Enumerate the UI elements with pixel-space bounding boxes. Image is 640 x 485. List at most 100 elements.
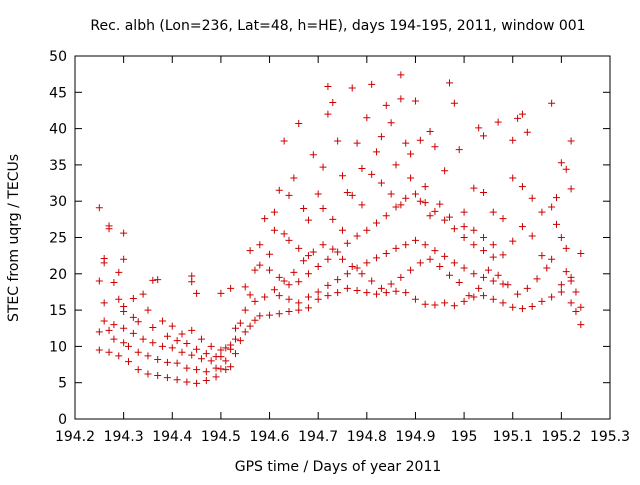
x-tick-label: 194.7: [298, 429, 338, 445]
x-tick-label: 194.4: [152, 429, 192, 445]
data-point: [382, 289, 390, 297]
x-axis-title: GPS time / Days of year 2011: [235, 459, 442, 475]
data-point: [353, 139, 361, 147]
data-point: [557, 159, 565, 167]
x-tick-label: 194.3: [104, 429, 144, 445]
data-point: [120, 255, 128, 263]
data-point: [343, 188, 351, 196]
data-point: [266, 311, 274, 319]
data-point: [577, 249, 585, 257]
data-point: [392, 203, 400, 211]
x-tick-label: 195: [451, 429, 478, 445]
data-point: [256, 312, 264, 320]
data-point: [421, 300, 429, 308]
data-point: [314, 263, 322, 271]
data-point: [548, 255, 556, 263]
data-point: [523, 284, 531, 292]
data-point: [285, 236, 293, 244]
data-point: [489, 277, 497, 285]
data-point: [392, 161, 400, 169]
data-point: [232, 335, 239, 343]
data-point: [285, 295, 293, 303]
data-point: [314, 190, 322, 198]
data-point: [377, 179, 385, 187]
data-point: [270, 208, 278, 216]
y-tick-label: 5: [58, 376, 67, 392]
data-point: [450, 302, 458, 310]
data-point: [377, 133, 385, 141]
data-point: [363, 226, 371, 234]
data-point: [348, 84, 356, 92]
data-point: [339, 172, 346, 180]
data-point: [538, 297, 546, 305]
data-point: [270, 286, 278, 294]
data-point: [144, 352, 152, 360]
data-point: [363, 289, 371, 297]
data-point: [324, 281, 332, 289]
data-point: [377, 284, 385, 292]
data-point: [402, 241, 410, 249]
data-point: [450, 225, 458, 233]
data-point: [548, 99, 556, 107]
data-point: [232, 350, 239, 358]
data-point: [178, 330, 186, 338]
plot-frame: [74, 55, 611, 420]
data-point: [129, 329, 137, 337]
data-point: [411, 236, 419, 244]
data-point: [285, 308, 293, 316]
data-point: [314, 295, 322, 303]
data-point: [446, 213, 453, 221]
data-point: [353, 264, 361, 272]
data-point: [572, 288, 580, 296]
data-point: [275, 310, 283, 318]
data-point: [105, 348, 113, 356]
data-point: [173, 376, 181, 384]
data-point: [125, 358, 132, 366]
data-point: [173, 359, 181, 367]
data-point: [339, 255, 346, 263]
data-point: [411, 190, 419, 198]
data-point: [397, 95, 405, 103]
data-point: [202, 350, 210, 358]
data-point: [319, 241, 327, 249]
data-point: [329, 215, 337, 223]
data-point: [411, 295, 419, 303]
data-point: [421, 183, 429, 191]
data-point: [353, 286, 361, 294]
x-tick-label: 195.3: [590, 429, 630, 445]
y-tick-label: 25: [49, 231, 67, 247]
data-point: [533, 275, 541, 283]
data-point: [358, 201, 366, 209]
data-point: [489, 208, 497, 216]
data-point: [402, 194, 410, 202]
data-point: [300, 257, 308, 265]
data-point: [489, 295, 497, 303]
data-point: [110, 335, 118, 343]
y-tick-label: 20: [49, 267, 67, 283]
data-point: [460, 234, 468, 241]
y-tick-label: 35: [49, 158, 67, 174]
data-point: [431, 207, 439, 215]
data-point: [382, 249, 390, 257]
data-point: [441, 252, 449, 260]
data-point: [100, 299, 108, 307]
data-point: [567, 299, 575, 307]
data-point: [168, 322, 176, 330]
data-point: [494, 118, 502, 126]
data-point: [373, 254, 381, 262]
data-point: [251, 297, 259, 305]
data-point: [416, 197, 424, 205]
data-point: [149, 339, 157, 347]
data-point: [416, 136, 424, 144]
data-point: [324, 110, 332, 118]
data-point: [188, 278, 196, 286]
data-point: [426, 128, 434, 136]
y-tick-label: 40: [49, 122, 67, 138]
data-point: [246, 291, 254, 299]
data-point: [115, 268, 123, 276]
data-point: [334, 289, 342, 297]
data-point: [197, 335, 205, 343]
data-point: [129, 294, 137, 302]
